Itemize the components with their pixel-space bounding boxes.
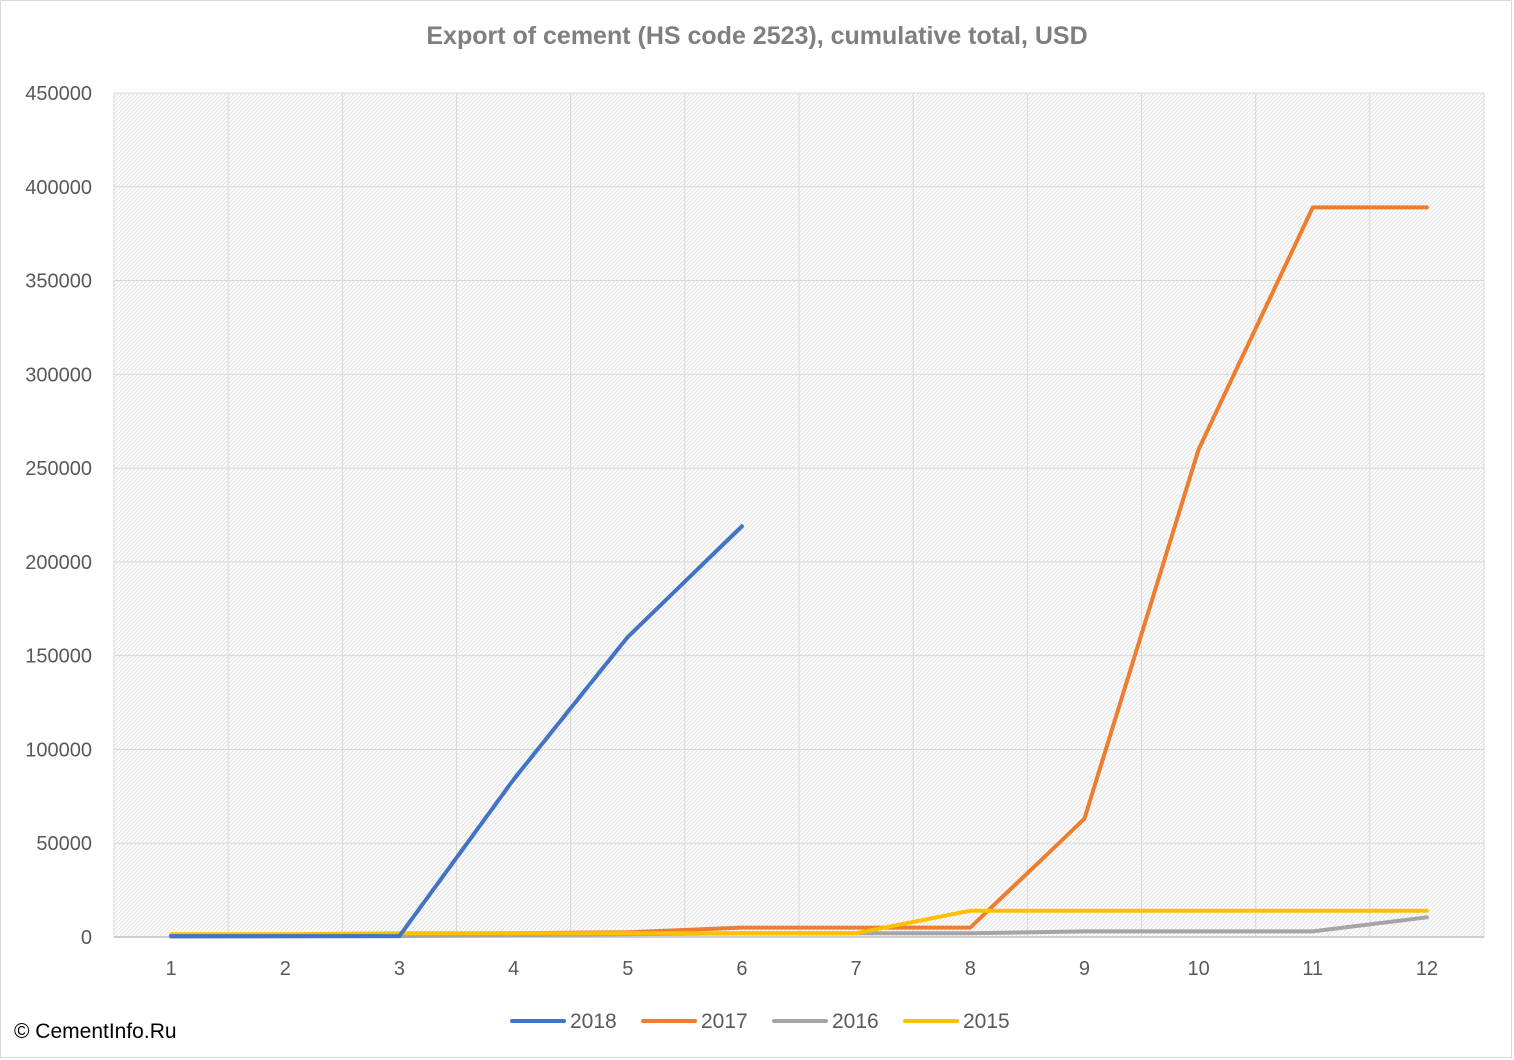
- series-line-2015: [169, 908, 1429, 937]
- x-tick-label: 7: [851, 958, 862, 980]
- chart-title: Export of cement (HS code 2523), cumulat…: [426, 22, 1088, 50]
- y-tick-label: 300000: [25, 364, 92, 386]
- legend-label-2016: 2016: [832, 1010, 879, 1033]
- x-tick-label: 6: [736, 958, 747, 980]
- y-tick-label: 50000: [36, 833, 92, 855]
- y-tick-label: 0: [81, 927, 92, 949]
- x-tick-label: 9: [1079, 958, 1090, 980]
- y-tick-label: 150000: [25, 646, 92, 668]
- x-tick-label: 4: [508, 958, 519, 980]
- x-tick-label: 3: [394, 958, 405, 980]
- legend-label-2015: 2015: [963, 1010, 1010, 1033]
- x-tick-label: 12: [1416, 958, 1438, 980]
- y-tick-label: 200000: [25, 552, 92, 574]
- x-tick-label: 8: [965, 958, 976, 980]
- x-tick-label: 2: [280, 958, 291, 980]
- y-tick-label: 400000: [25, 177, 92, 199]
- y-tick-label: 250000: [25, 458, 92, 480]
- series-line-2018: [169, 524, 744, 939]
- y-tick-label: 350000: [25, 271, 92, 293]
- legend-label-2017: 2017: [701, 1010, 748, 1033]
- y-tick-label: 450000: [25, 83, 92, 105]
- x-tick-label: 1: [166, 958, 177, 980]
- y-tick-label: 100000: [25, 739, 92, 761]
- copyright-text: © CementInfo.Ru: [14, 1020, 177, 1043]
- legend-label-2018: 2018: [570, 1010, 617, 1033]
- x-tick-label: 10: [1187, 958, 1209, 980]
- x-tick-label: 11: [1302, 958, 1323, 980]
- x-tick-label: 5: [622, 958, 633, 980]
